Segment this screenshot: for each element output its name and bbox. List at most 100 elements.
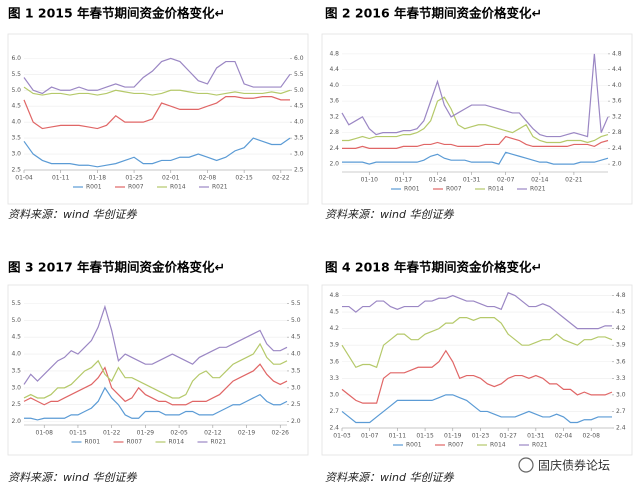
y2-tick-label: 2.0 xyxy=(612,161,622,168)
y2-tick-label: 3.5 xyxy=(291,367,301,374)
y-tick-label: 3.0 xyxy=(11,151,21,158)
x-tick-label: 01-19 xyxy=(444,433,462,440)
y-tick-label: 5.0 xyxy=(11,317,21,324)
x-tick-label: 01-11 xyxy=(52,175,70,182)
y2-tick-label: 3.0 xyxy=(291,384,301,391)
series-line xyxy=(23,57,291,95)
y-tick-label: 4.0 xyxy=(11,119,21,126)
legend-label: R021 xyxy=(532,442,548,449)
y-tick-label: 2.0 xyxy=(11,418,21,425)
y-tick-label: 2.4 xyxy=(329,145,339,152)
y2-tick-label: 2.5 xyxy=(291,401,301,408)
series-line xyxy=(341,317,613,369)
y-tick-label: 4.5 xyxy=(11,103,21,110)
y-tick-label: 4.2 xyxy=(329,325,339,332)
figure-title: 图 1 2015 年春节期间资金价格变化↵ xyxy=(8,6,225,21)
x-tick-label: 01-07 xyxy=(361,433,379,440)
y2-tick-label: 4.8 xyxy=(612,50,622,57)
figure-title: 图 2 2016 年春节期间资金价格变化↵ xyxy=(325,6,542,21)
y2-tick-label: 5.5 xyxy=(294,71,304,78)
x-tick-label: 01-24 xyxy=(429,177,447,184)
y2-tick-label: 4.0 xyxy=(612,82,622,89)
y-tick-label: 4.0 xyxy=(329,82,339,89)
series-line xyxy=(23,86,291,96)
y-tick-label: 2.0 xyxy=(329,161,339,168)
y2-tick-label: 3.2 xyxy=(612,113,622,120)
y-tick-label: 4.5 xyxy=(329,309,339,316)
x-tick-label: 01-29 xyxy=(137,430,155,437)
y2-tick-label: 4.5 xyxy=(291,334,301,341)
y2-tick-label: 4.0 xyxy=(294,119,304,126)
x-tick-label: 02-04 xyxy=(555,433,573,440)
series-line xyxy=(23,342,288,399)
x-tick-label: 01-17 xyxy=(395,177,413,184)
legend-label: R007 xyxy=(128,184,144,191)
panel-frame xyxy=(321,284,633,456)
x-tick-label: 02-01 xyxy=(162,175,180,182)
panel-frame xyxy=(321,33,633,205)
x-tick-label: 01-18 xyxy=(89,175,107,182)
legend-label: R007 xyxy=(448,442,464,449)
series-line xyxy=(342,291,612,330)
y-tick-label: 3.0 xyxy=(11,384,21,391)
series-line xyxy=(341,349,613,404)
legend-label: R007 xyxy=(446,186,462,193)
legend-label: R014 xyxy=(169,439,185,446)
y2-tick-label: 3.3 xyxy=(616,375,626,382)
y-tick-label: 2.4 xyxy=(329,425,339,432)
source-note: 资料来源：wind 华创证券 xyxy=(325,208,455,221)
x-tick-label: 01-31 xyxy=(463,177,481,184)
source-note: 资料来源：wind 华创证券 xyxy=(325,471,455,484)
x-tick-label: 01-23 xyxy=(472,433,490,440)
y2-tick-label: 3.5 xyxy=(294,135,304,142)
x-tick-label: 02-12 xyxy=(204,430,222,437)
legend-label: R001 xyxy=(404,186,420,193)
panel-frame xyxy=(7,33,309,205)
x-tick-label: 01-15 xyxy=(416,433,434,440)
y-tick-label: 2.7 xyxy=(329,408,339,415)
series-line xyxy=(342,151,609,165)
y-tick-label: 3.9 xyxy=(329,342,339,349)
y2-tick-label: 2.0 xyxy=(291,418,301,425)
series-line xyxy=(341,53,609,138)
y2-tick-label: 4.4 xyxy=(612,66,622,73)
y2-tick-label: 3.0 xyxy=(294,151,304,158)
source-note: 资料来源：wind 华创证券 xyxy=(8,208,138,221)
y-tick-label: 4.8 xyxy=(329,292,339,299)
legend-label: R014 xyxy=(170,184,186,191)
series-line xyxy=(342,135,609,149)
x-tick-label: 01-31 xyxy=(527,433,545,440)
x-tick-label: 02-05 xyxy=(170,430,188,437)
figure-title: 图 4 2018 年春节期间资金价格变化↵ xyxy=(325,260,542,275)
x-tick-label: 01-03 xyxy=(333,433,351,440)
x-tick-label: 02-19 xyxy=(238,430,256,437)
y2-tick-label: 5.0 xyxy=(291,317,301,324)
y-tick-label: 3.3 xyxy=(329,375,339,382)
y-tick-label: 3.0 xyxy=(329,391,339,398)
legend-label: R021 xyxy=(530,186,546,193)
x-tick-label: 01-04 xyxy=(15,175,33,182)
watermark-icon xyxy=(518,457,534,473)
y2-tick-label: 3.0 xyxy=(616,391,626,398)
y-tick-label: 2.5 xyxy=(11,167,21,174)
y2-tick-label: 5.0 xyxy=(294,87,304,94)
series-line xyxy=(23,363,288,406)
y2-tick-label: 2.4 xyxy=(616,425,626,432)
legend-label: R021 xyxy=(211,439,227,446)
x-tick-label: 01-11 xyxy=(389,433,407,440)
x-tick-label: 02-07 xyxy=(497,177,515,184)
series-line xyxy=(24,386,288,421)
x-tick-label: 02-22 xyxy=(272,175,290,182)
y2-tick-label: 4.2 xyxy=(616,325,626,332)
series-line xyxy=(23,304,288,385)
legend-label: R001 xyxy=(85,439,101,446)
series-line xyxy=(341,394,612,424)
figure-title: 图 3 2017 年春节期间资金价格变化↵ xyxy=(8,260,225,275)
y-tick-label: 4.8 xyxy=(329,50,339,57)
y-tick-label: 3.6 xyxy=(329,98,339,105)
y2-tick-label: 4.8 xyxy=(616,292,626,299)
panel-frame xyxy=(7,284,309,456)
y2-tick-label: 4.5 xyxy=(294,103,304,110)
y2-tick-label: 3.6 xyxy=(616,358,626,365)
